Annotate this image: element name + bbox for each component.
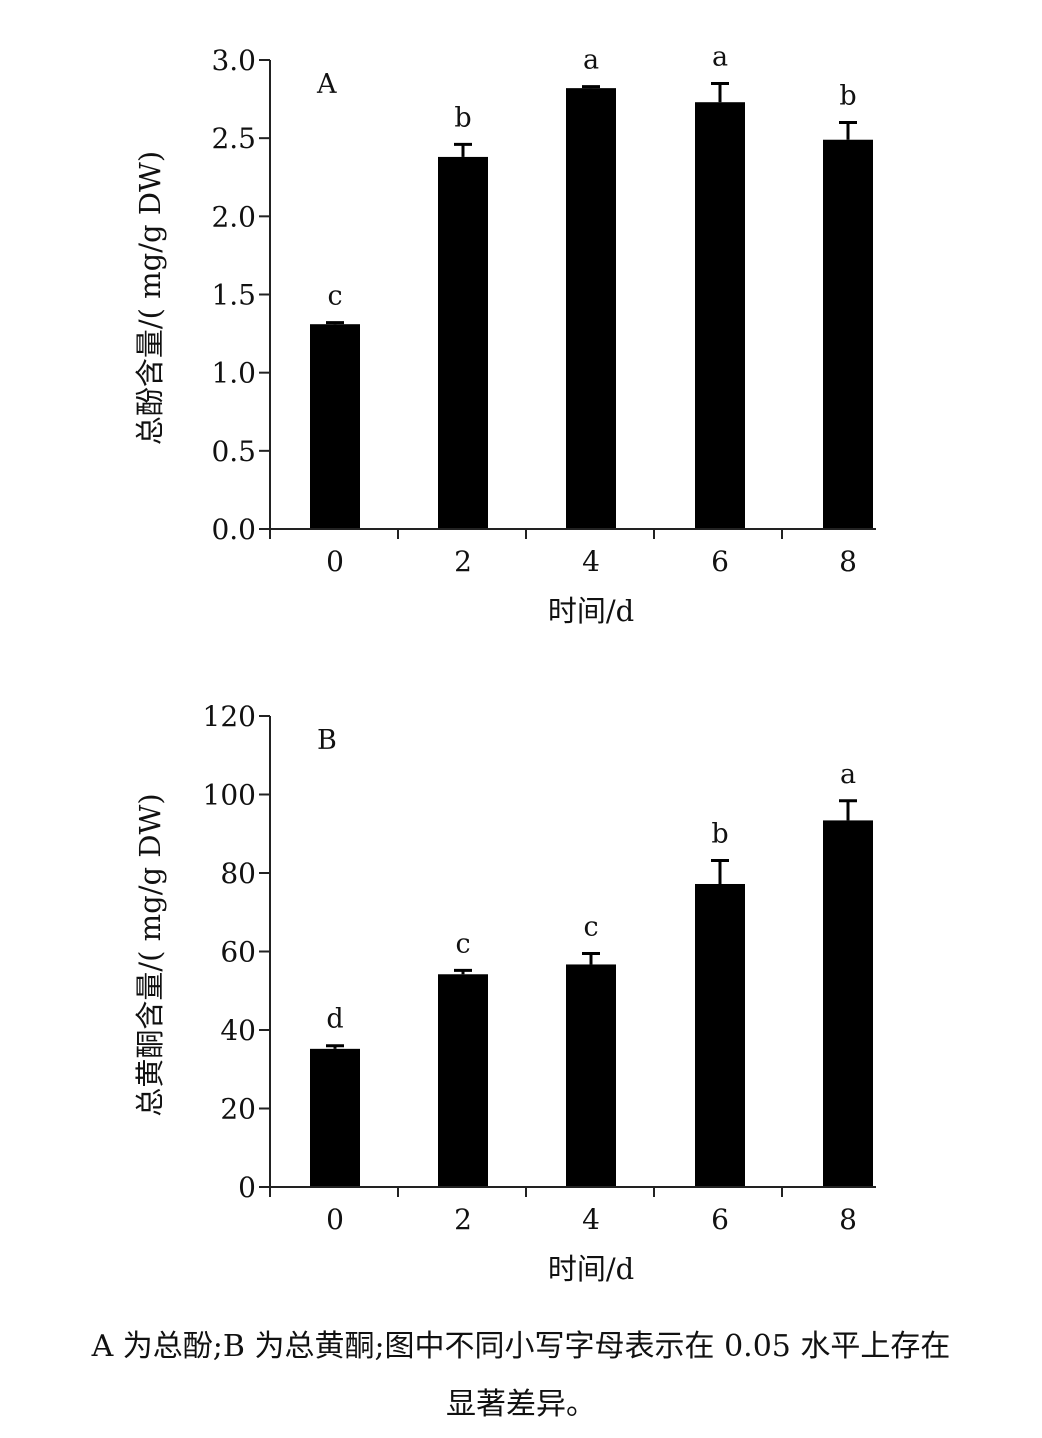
figure: c b a a b 0.0 0.5 1.0 1.5 2.0 2.5 3.0 0 2 4 6 8 A 时间/d 总酚含量… [133, 41, 876, 1286]
y-axis-title: 总黄酮含量/( mg/g DW) [133, 793, 167, 1116]
y-axis-title: 总酚含量/( mg/g DW) [133, 151, 167, 445]
x-tick-label: 2 [454, 1203, 472, 1236]
significance-letter: b [454, 102, 471, 133]
x-tick-label: 6 [711, 545, 729, 578]
y-tick-label: 0.5 [211, 435, 256, 468]
bar [566, 964, 616, 1187]
y-tick-label: 120 [203, 700, 256, 733]
y-tick-label: 2.5 [211, 122, 256, 155]
bar [695, 883, 745, 1187]
x-axis-title: 时间/d [548, 594, 634, 628]
bar [823, 820, 873, 1187]
y-tick-label: 1.5 [211, 279, 256, 312]
x-tick-label: 8 [839, 545, 857, 578]
x-tick-label: 6 [711, 1203, 729, 1236]
significance-letter: d [326, 1004, 343, 1035]
y-tick-label: 60 [220, 936, 256, 969]
bar [310, 324, 360, 529]
bar [310, 1048, 360, 1187]
panel-label: A [316, 69, 337, 100]
y-tick-label: 20 [220, 1093, 256, 1126]
x-tick-label: 4 [582, 1203, 600, 1236]
bar [438, 974, 488, 1187]
chart-panel-b: d c c b a 0 20 40 60 80 100 120 0 2 4 6 8 B 时间/d 总黄酮含量/( mg… [133, 700, 876, 1286]
y-tick-label: 80 [220, 857, 256, 890]
x-tick-label: 4 [582, 545, 600, 578]
significance-letter: c [327, 281, 342, 312]
y-tick-label: 1.0 [211, 357, 256, 390]
significance-letter: a [840, 759, 856, 790]
x-tick-label: 0 [326, 545, 344, 578]
bar [823, 139, 873, 530]
significance-letter: c [583, 911, 598, 942]
x-tick-label: 8 [839, 1203, 857, 1236]
chart-panel-a: c b a a b 0.0 0.5 1.0 1.5 2.0 2.5 3.0 0 2 4 6 8 A 时间/d 总酚含量… [133, 41, 876, 628]
significance-letter: c [455, 928, 470, 959]
y-tick-label: 3.0 [211, 44, 256, 77]
significance-letter: a [583, 45, 599, 76]
y-tick-label: 0 [238, 1171, 256, 1204]
figure-caption: A 为总酚;B 为总黄酮;图中不同小写字母表示在 0.05 水平上存在 显著差异… [0, 1318, 1042, 1434]
bar [566, 88, 616, 529]
x-axis-title: 时间/d [548, 1252, 634, 1286]
x-tick-label: 0 [326, 1203, 344, 1236]
significance-letter: b [839, 81, 856, 112]
bar [695, 102, 745, 530]
panel-label: B [317, 725, 337, 756]
caption-line-2: 显著差异。 [446, 1387, 596, 1422]
bar [438, 156, 488, 529]
y-tick-label: 2.0 [211, 200, 256, 233]
y-tick-label: 40 [220, 1014, 256, 1047]
significance-letter: a [712, 41, 728, 72]
y-tick-label: 100 [203, 779, 256, 812]
significance-letter: b [711, 818, 728, 849]
x-tick-label: 2 [454, 545, 472, 578]
y-tick-label: 0.0 [211, 513, 256, 546]
caption-line-1: A 为总酚;B 为总黄酮;图中不同小写字母表示在 0.05 水平上存在 [91, 1329, 951, 1364]
